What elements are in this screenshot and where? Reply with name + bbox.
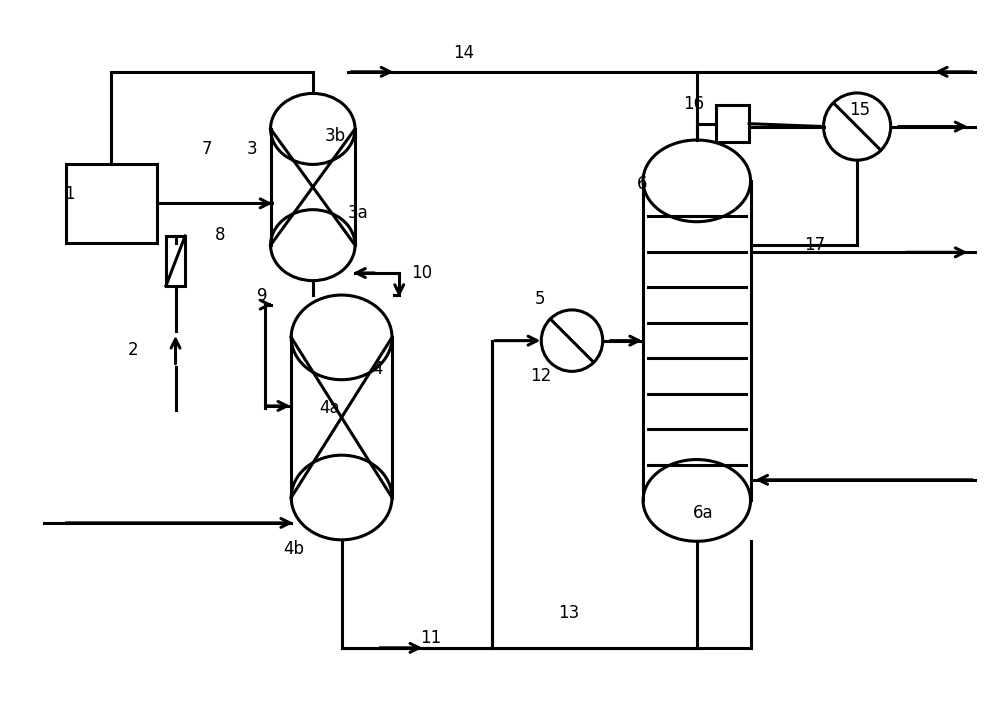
Text: 13: 13 <box>558 604 580 622</box>
Text: 9: 9 <box>257 288 267 305</box>
Text: 3a: 3a <box>348 204 368 222</box>
Text: 3b: 3b <box>324 127 345 145</box>
Text: 2: 2 <box>128 341 139 360</box>
Text: 6a: 6a <box>693 504 714 523</box>
Text: 6: 6 <box>637 175 647 193</box>
Text: 8: 8 <box>214 226 225 244</box>
Text: 4: 4 <box>372 360 382 379</box>
Text: 4a: 4a <box>319 399 339 417</box>
Text: 11: 11 <box>420 629 442 647</box>
Text: 15: 15 <box>849 101 871 119</box>
Text: 3: 3 <box>247 140 258 157</box>
Text: 14: 14 <box>453 43 474 62</box>
Text: 1: 1 <box>65 184 75 203</box>
Text: 17: 17 <box>804 236 825 253</box>
Text: 5: 5 <box>535 290 546 308</box>
Text: 4b: 4b <box>283 540 304 558</box>
Text: 7: 7 <box>202 140 212 157</box>
Text: 10: 10 <box>411 264 432 283</box>
Text: 16: 16 <box>683 95 704 113</box>
Text: 12: 12 <box>530 367 551 385</box>
